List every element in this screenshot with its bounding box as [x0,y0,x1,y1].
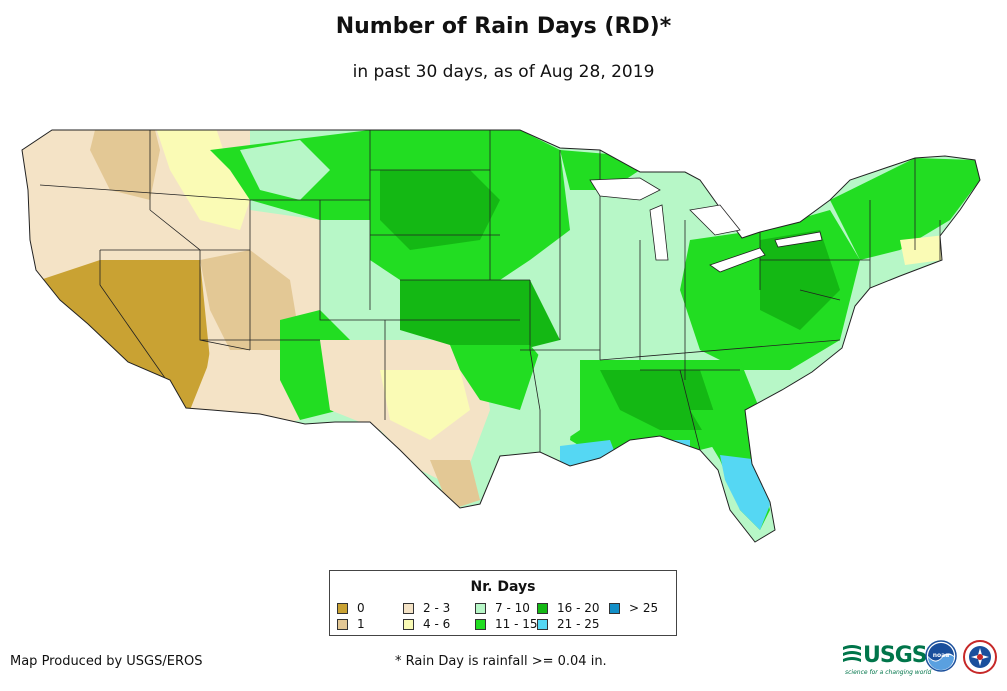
usgs-logo: USGS [843,641,928,669]
legend-item: 7 - 10 [475,602,530,614]
nws-logo-icon [963,640,997,674]
legend-label: 21 - 25 [557,617,600,631]
usgs-tagline: science for a changing world [845,669,932,676]
noaa-logo-icon: noaa [925,640,957,672]
legend-label: > 25 [629,601,659,615]
legend-item: > 25 [609,602,658,614]
usgs-waves-icon [843,645,861,662]
map-title: Number of Rain Days (RD)* [335,14,672,39]
legend-swatch [475,602,486,614]
legend-swatch [537,618,548,630]
legend-title: Nr. Days [470,579,536,595]
map-credit: Map Produced by USGS/EROS [10,654,203,669]
legend-item: 4 - 6 [403,618,450,630]
legend-label: 1 [357,617,365,631]
legend-label: 2 - 3 [423,601,451,615]
legend-label: 11 - 15 [495,617,538,631]
map-subtitle: in past 30 days, as of Aug 28, 2019 [352,62,655,82]
legend-swatch [403,602,414,614]
legend-item: 0 [337,602,365,614]
legend-item: 1 [337,618,365,630]
legend: Nr. Days 0 1 2 - 3 4 - 6 7 - 10 11 - 15 16 - 2… [329,570,677,636]
rain-day-footnote: * Rain Day is rainfall >= 0.04 in. [395,654,607,669]
usgs-wordmark: USGS [863,642,928,668]
legend-swatch [403,618,414,630]
legend-item: 11 - 15 [475,618,538,630]
legend-swatch [537,602,548,614]
noaa-wordmark: noaa [933,652,950,659]
legend-label: 7 - 10 [495,601,530,615]
legend-swatch [609,602,620,614]
legend-label: 0 [357,601,365,615]
legend-item: 16 - 20 [537,602,600,614]
legend-item: 2 - 3 [403,602,450,614]
us-rain-days-map [21,129,981,543]
legend-swatch [337,602,348,614]
legend-swatch [475,618,486,630]
legend-label: 16 - 20 [557,601,600,615]
legend-label: 4 - 6 [423,617,451,631]
legend-swatch [337,618,348,630]
legend-item: 21 - 25 [537,618,600,630]
